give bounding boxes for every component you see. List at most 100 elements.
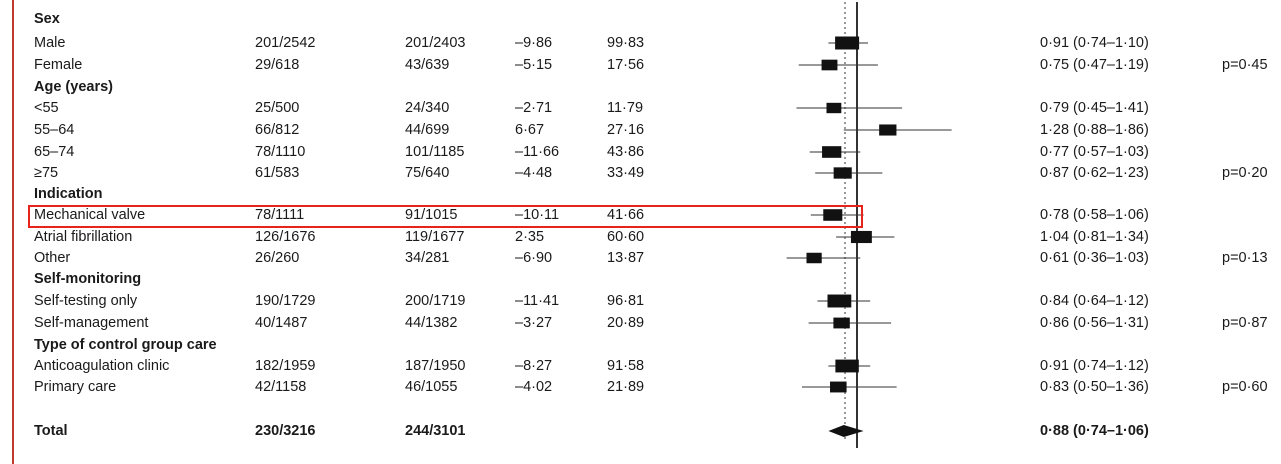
point-estimate-square <box>806 252 822 264</box>
group1-events: 40/1487 <box>255 315 308 331</box>
group1-events: 42/1158 <box>255 379 307 395</box>
group1-events: 230/3216 <box>255 423 316 439</box>
variance: 99·83 <box>607 35 645 51</box>
group2-events: 200/1719 <box>405 293 466 309</box>
p-value: p=0·20 <box>1222 165 1268 181</box>
table-row: Primary care 42/1158 46/1055 –4·02 21·89 0·83… <box>0 376 1281 398</box>
variance: 41·66 <box>607 207 645 223</box>
group2-events: 44/1382 <box>405 315 458 331</box>
group2-events: 101/1185 <box>405 144 465 160</box>
group2-events: 244/3101 <box>405 423 466 439</box>
point-estimate-square <box>827 294 852 308</box>
point-estimate-square <box>835 36 860 50</box>
p-value: p=0·60 <box>1222 379 1268 395</box>
o-minus-e: –11·66 <box>515 144 560 160</box>
point-estimate-square <box>823 209 843 221</box>
o-minus-e: –10·11 <box>515 207 560 223</box>
table-row: 55–64 66/812 44/699 6·67 27·16 1·28 (0·88–1·8… <box>0 119 1281 141</box>
variance: 20·89 <box>607 315 645 331</box>
odds-ratio-ci: 0·79 (0·45–1·41) <box>1040 100 1149 116</box>
left-margin-rule <box>12 0 14 464</box>
group1-events: 66/812 <box>255 122 300 138</box>
row-label: 65–74 <box>34 144 75 160</box>
group2-events: 34/281 <box>405 250 450 266</box>
row-label: Age (years) <box>34 79 113 95</box>
total-row: Total 230/3216 244/3101 0·88 (0·74–1·06) <box>0 420 1281 442</box>
table-row: Self-testing only 190/1729 200/1719 –11·41 9… <box>0 290 1281 312</box>
table-row: ≥75 61/583 75/640 –4·48 33·49 0·87 (0·62–1·23… <box>0 162 1281 184</box>
point-estimate-square <box>833 317 850 329</box>
point-estimate-square <box>821 59 838 71</box>
o-minus-e: –5·15 <box>515 57 553 73</box>
odds-ratio-ci: 0·78 (0·58–1·06) <box>1040 207 1149 223</box>
variance: 96·81 <box>607 293 645 309</box>
point-estimate-square <box>822 146 842 158</box>
subgroup-heading-row: Type of control group care <box>0 334 1281 356</box>
table-row: <55 25/500 24/340 –2·71 11·79 0·79 (0·45–1·41… <box>0 97 1281 119</box>
row-label: Anticoagulation clinic <box>34 358 170 374</box>
variance: 27·16 <box>607 122 645 138</box>
row-label: <55 <box>34 100 59 116</box>
odds-ratio-ci: 0·84 (0·64–1·12) <box>1040 293 1149 309</box>
group2-events: 44/699 <box>405 122 450 138</box>
row-label: ≥75 <box>34 165 59 181</box>
odds-ratio-ci: 0·77 (0·57–1·03) <box>1040 144 1149 160</box>
variance: 33·49 <box>607 165 645 181</box>
point-estimate-square <box>833 167 852 179</box>
group2-events: 24/340 <box>405 100 450 116</box>
row-label: Mechanical valve <box>34 207 146 223</box>
odds-ratio-ci: 0·91 (0·74–1·10) <box>1040 35 1149 51</box>
row-label: Indication <box>34 186 103 202</box>
o-minus-e: –9·86 <box>515 35 553 51</box>
row-label: 55–64 <box>34 122 75 138</box>
point-estimate-square <box>826 102 842 114</box>
subgroup-heading-row: Sex <box>0 8 1281 30</box>
o-minus-e: –8·27 <box>515 358 553 374</box>
odds-ratio-ci: 1·28 (0·88–1·86) <box>1040 122 1149 138</box>
row-label: Atrial fibrillation <box>34 229 133 245</box>
point-estimate-square <box>879 124 897 136</box>
point-estimate-square <box>835 359 859 373</box>
o-minus-e: 6·67 <box>515 122 545 138</box>
table-row: Atrial fibrillation 126/1676 119/1677 2·35 6… <box>0 226 1281 248</box>
group2-events: 91/1015 <box>405 207 458 223</box>
table-row: Female 29/618 43/639 –5·15 17·56 0·75 (0·47–1… <box>0 54 1281 76</box>
row-label: Other <box>34 250 71 266</box>
group2-events: 43/639 <box>405 57 450 73</box>
o-minus-e: –2·71 <box>515 100 553 116</box>
table-row: 65–74 78/1110 101/1185 –11·66 43·86 0·77 (0·5… <box>0 141 1281 163</box>
o-minus-e: –6·90 <box>515 250 553 266</box>
row-label: Primary care <box>34 379 117 395</box>
table-row: Male 201/2542 201/2403 –9·86 99·83 0·91 (0·74… <box>0 32 1281 54</box>
group1-events: 182/1959 <box>255 358 316 374</box>
o-minus-e: –4·02 <box>515 379 553 395</box>
row-label: Sex <box>34 11 60 27</box>
group2-events: 46/1055 <box>405 379 458 395</box>
odds-ratio-ci: 0·91 (0·74–1·12) <box>1040 358 1149 374</box>
table-row: Anticoagulation clinic 182/1959 187/1950 –8… <box>0 355 1281 377</box>
row-label: Self-monitoring <box>34 271 142 287</box>
row-label: Type of control group care <box>34 337 217 353</box>
subgroup-heading-row: Indication <box>0 183 1281 205</box>
variance: 60·60 <box>607 229 645 245</box>
variance: 13·87 <box>607 250 645 266</box>
point-estimate-square <box>850 230 872 244</box>
odds-ratio-ci: 0·86 (0·56–1·31) <box>1040 315 1149 331</box>
group1-events: 78/1110 <box>255 144 306 160</box>
variance: 17·56 <box>607 57 645 73</box>
group2-events: 201/2403 <box>405 35 466 51</box>
group1-events: 190/1729 <box>255 293 316 309</box>
group2-events: 119/1677 <box>405 229 465 245</box>
group2-events: 75/640 <box>405 165 450 181</box>
group1-events: 29/618 <box>255 57 300 73</box>
table-row: Self-management 40/1487 44/1382 –3·27 20·89 0… <box>0 312 1281 334</box>
odds-ratio-ci: 0·61 (0·36–1·03) <box>1040 250 1149 266</box>
odds-ratio-ci: 0·87 (0·62–1·23) <box>1040 165 1149 181</box>
variance: 43·86 <box>607 144 645 160</box>
odds-ratio-ci: 0·75 (0·47–1·19) <box>1040 57 1149 73</box>
odds-ratio-ci: 0·88 (0·74–1·06) <box>1040 423 1149 439</box>
group1-events: 25/500 <box>255 100 300 116</box>
table-row: Other 26/260 34/281 –6·90 13·87 0·61 (0·36–1·… <box>0 247 1281 269</box>
subgroup-heading-row: Age (years) <box>0 76 1281 98</box>
o-minus-e: –4·48 <box>515 165 553 181</box>
